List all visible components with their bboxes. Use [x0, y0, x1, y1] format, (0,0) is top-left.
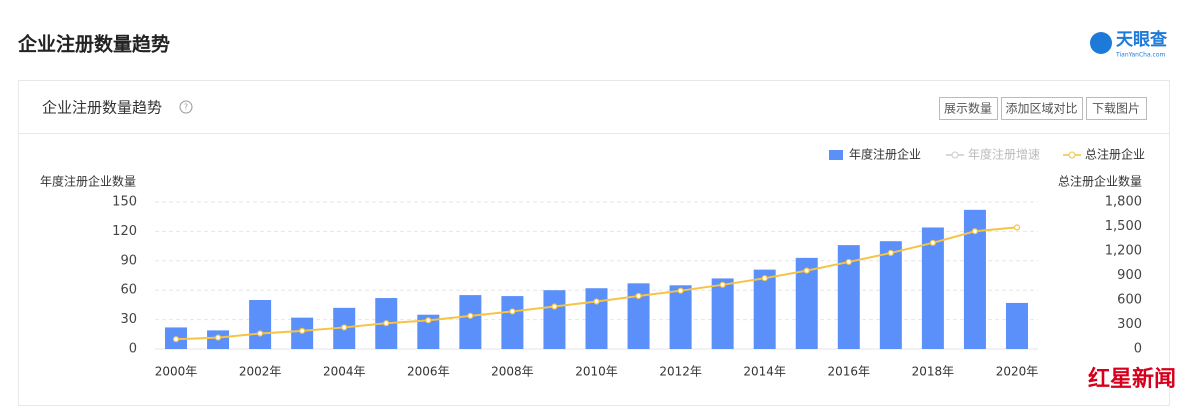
x-tick-label: 2012年	[659, 365, 702, 379]
point	[1013, 224, 1021, 231]
y-tick-label: 120	[112, 224, 137, 239]
bar	[249, 300, 272, 349]
y2-tick-label: 300	[1117, 317, 1142, 332]
y2-tick-label: 1,200	[1105, 244, 1142, 259]
x-tick-label: 2006年	[407, 365, 450, 379]
logo-icon	[1090, 32, 1112, 54]
x-tick-label: 2002年	[239, 365, 282, 379]
bar	[1005, 302, 1028, 349]
y2-axis-title: 总注册企业数量	[1058, 174, 1142, 189]
point	[551, 303, 558, 310]
legend-label[interactable]: 年度注册企业	[849, 147, 921, 162]
point	[425, 317, 432, 324]
card-title: 企业注册数量趋势	[42, 99, 162, 117]
x-tick-label: 2010年	[575, 365, 618, 379]
point	[635, 292, 642, 300]
y-tick-label: 0	[129, 342, 137, 357]
logo-sub: TianYanCha.com	[1115, 52, 1165, 59]
help-text[interactable]: ?	[184, 103, 188, 112]
x-tick-label: 2000年	[155, 365, 198, 379]
point	[214, 334, 222, 341]
bar	[711, 278, 734, 349]
y-tick-label: 150	[112, 195, 137, 210]
y2-tick-label: 1,500	[1105, 219, 1142, 234]
bar	[627, 283, 650, 349]
button-label[interactable]: 下载图片	[1092, 102, 1140, 116]
help-icon[interactable]	[179, 100, 193, 114]
bar	[501, 296, 524, 349]
bar	[795, 257, 818, 349]
point	[509, 308, 516, 315]
button-label[interactable]: 添加区域对比	[1005, 102, 1077, 116]
bar	[459, 295, 482, 349]
point	[593, 298, 600, 305]
button[interactable]	[939, 97, 998, 120]
point	[929, 239, 936, 246]
point	[677, 287, 684, 294]
point	[845, 258, 852, 266]
point	[803, 267, 810, 274]
legend-label[interactable]: 年度注册增速	[968, 147, 1040, 162]
y-tick-label: 90	[120, 253, 137, 268]
bar	[963, 209, 986, 349]
point	[761, 275, 768, 282]
x-tick-label: 2008年	[491, 365, 534, 379]
bar	[921, 227, 944, 349]
y2-tick-label: 600	[1117, 293, 1142, 308]
bar	[753, 269, 776, 349]
page-title: 企业注册数量趋势	[17, 33, 170, 56]
y-axis-title: 年度注册企业数量	[40, 174, 136, 189]
y2-tick-label: 0	[1134, 342, 1142, 357]
logo-text: 天眼查	[1116, 29, 1168, 50]
legend-swatch[interactable]	[829, 150, 843, 160]
button[interactable]	[1086, 97, 1147, 120]
point	[383, 320, 390, 327]
point	[467, 312, 474, 319]
point	[341, 324, 348, 331]
point	[971, 228, 979, 235]
y-tick-label: 30	[120, 312, 137, 327]
bar	[837, 245, 860, 349]
x-tick-label: 2016年	[828, 365, 871, 379]
bar	[543, 290, 566, 349]
x-tick-label: 2014年	[743, 365, 786, 379]
bar	[417, 314, 440, 349]
legend-swatch[interactable]	[1068, 151, 1076, 159]
card	[18, 80, 1170, 406]
button-label[interactable]: 展示数量	[944, 101, 992, 116]
x-tick-label: 2020年	[996, 365, 1039, 379]
watermark: 红星新闻	[1088, 366, 1176, 392]
bar	[669, 285, 692, 349]
point	[719, 281, 726, 288]
y-tick-label: 60	[120, 283, 137, 298]
point	[887, 249, 894, 257]
point	[172, 336, 180, 343]
point	[299, 327, 306, 334]
legend-label[interactable]: 总注册企业	[1085, 147, 1145, 162]
x-tick-label: 2004年	[323, 365, 366, 379]
legend-swatch[interactable]	[951, 151, 959, 159]
x-tick-label: 2018年	[912, 365, 955, 379]
point	[257, 330, 264, 337]
bar	[879, 241, 902, 349]
y2-tick-label: 900	[1117, 268, 1142, 283]
button[interactable]	[1001, 97, 1083, 120]
y2-tick-label: 1,800	[1105, 195, 1142, 210]
bar	[585, 288, 608, 349]
